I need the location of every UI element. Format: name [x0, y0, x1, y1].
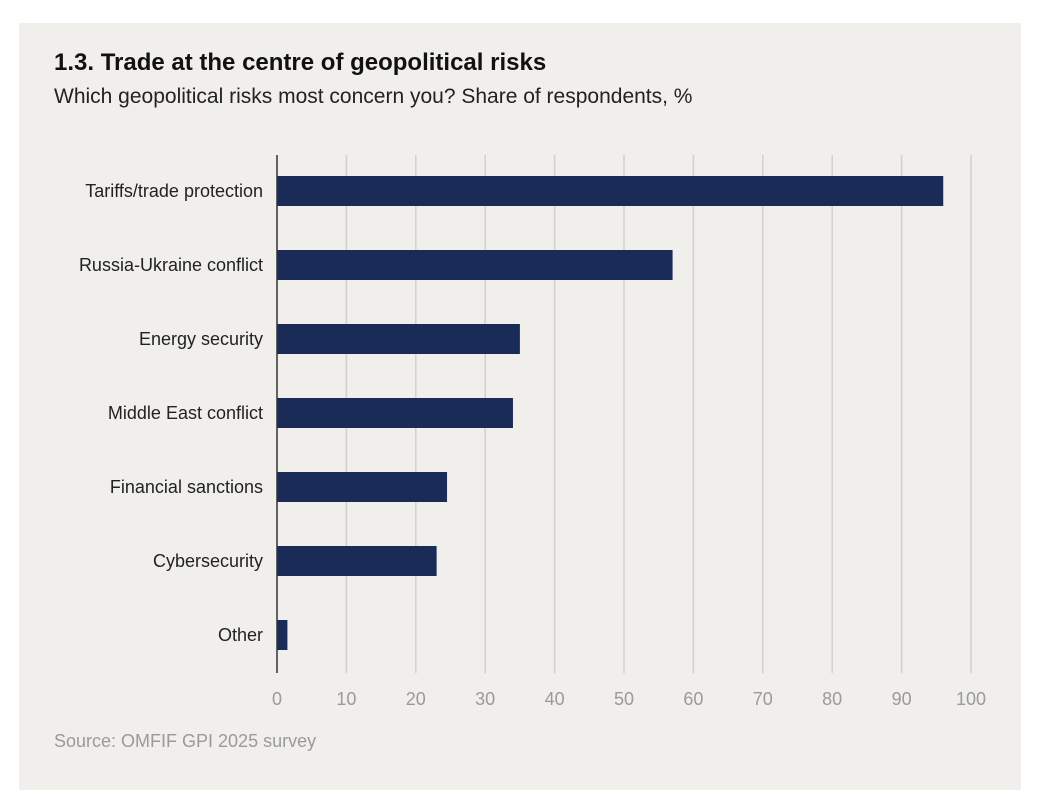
category-label-other: Other	[218, 625, 263, 645]
bar-financial-sanctions	[277, 472, 448, 502]
x-tick-label-30: 30	[475, 689, 495, 709]
x-tick-label-60: 60	[683, 689, 703, 709]
category-label-tariffs-trade-protection: Tariffs/trade protection	[85, 181, 263, 201]
chart-source: Source: OMFIF GPI 2025 survey	[54, 731, 317, 751]
x-tick-label-90: 90	[892, 689, 912, 709]
x-tick-label-0: 0	[272, 689, 282, 709]
bar-russia-ukraine-conflict	[277, 250, 673, 280]
category-label-energy-security: Energy security	[139, 329, 263, 349]
bar-other	[277, 620, 288, 650]
x-tick-label-70: 70	[753, 689, 773, 709]
x-tick-label-10: 10	[336, 689, 356, 709]
x-tick-label-80: 80	[822, 689, 842, 709]
x-tick-label-40: 40	[545, 689, 565, 709]
bar-middle-east-conflict	[277, 398, 513, 428]
bar-chart: Tariffs/trade protection Russia-Ukraine c…	[79, 155, 986, 709]
bar-tariffs-trade-protection	[277, 176, 944, 206]
category-label-russia-ukraine-conflict: Russia-Ukraine conflict	[79, 255, 263, 275]
chart-panel: 1.3. Trade at the centre of geopolitical…	[19, 23, 1021, 790]
category-label-financial-sanctions: Financial sanctions	[110, 477, 263, 497]
x-tick-label-50: 50	[614, 689, 634, 709]
chart-title: 1.3. Trade at the centre of geopolitical…	[54, 49, 547, 76]
bar-cybersecurity	[277, 546, 437, 576]
category-label-cybersecurity: Cybersecurity	[153, 551, 263, 571]
x-tick-label-20: 20	[406, 689, 426, 709]
x-tick-label-100: 100	[956, 689, 986, 709]
chart-subtitle: Which geopolitical risks most concern yo…	[54, 85, 693, 108]
bar-energy-security	[277, 324, 520, 354]
category-label-middle-east-conflict: Middle East conflict	[108, 403, 263, 423]
